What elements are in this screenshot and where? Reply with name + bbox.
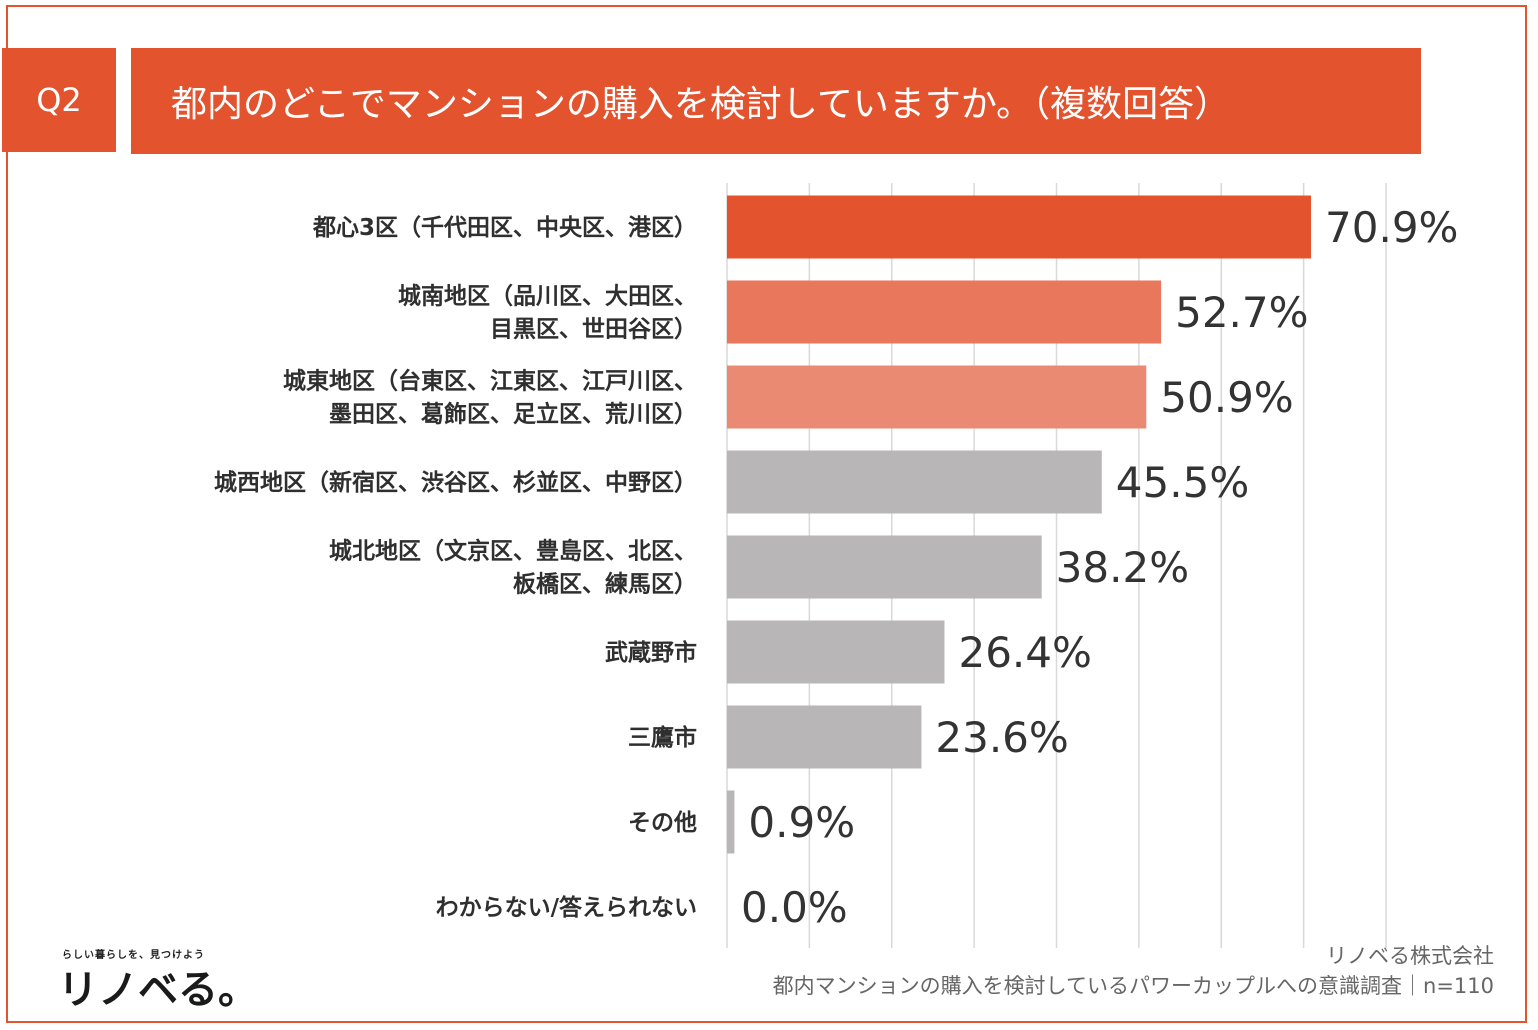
data-label: 45.5%	[1116, 458, 1249, 507]
source-survey: 都内マンションの購入を検討しているパワーカップルへの意識調査｜n=110	[772, 974, 1494, 998]
data-label: 38.2%	[1056, 543, 1189, 592]
category-label: 目黒区、世田谷区）	[490, 316, 697, 343]
category-label: 城西地区（新宿区、渋谷区、杉並区、中野区）	[214, 469, 697, 496]
category-label: 武蔵野市	[605, 639, 697, 666]
data-label: 70.9%	[1325, 203, 1458, 252]
source-company: リノベる株式会社	[1326, 944, 1494, 968]
category-label: 城東地区（台東区、江東区、江戸川区、	[283, 368, 697, 395]
bar	[727, 705, 922, 769]
data-label: 0.0%	[741, 883, 848, 932]
question-number-badge: Q2	[2, 48, 116, 152]
bar	[727, 535, 1042, 599]
data-label: 52.7%	[1175, 288, 1308, 337]
bar	[727, 620, 945, 684]
category-label: その他	[628, 810, 697, 836]
data-label: 50.9%	[1160, 373, 1293, 422]
data-label: 0.9%	[748, 798, 855, 847]
logo-tagline: らしい暮らしを、見つけよう	[62, 950, 205, 961]
category-label: 板橋区、練馬区）	[513, 571, 697, 598]
category-label: 都心3区（千代田区、中央区、港区）	[312, 214, 697, 241]
bar	[727, 365, 1147, 429]
category-label: 城北地区（文京区、豊島区、北区、	[329, 538, 697, 565]
bar	[727, 280, 1162, 344]
bar	[727, 195, 1312, 259]
brand-logo: リノベる。	[58, 967, 258, 1013]
category-label: 城南地区（品川区、大田区、	[398, 283, 697, 310]
bar	[727, 450, 1102, 514]
chart-frame	[6, 5, 1527, 1023]
data-label: 26.4%	[958, 628, 1091, 677]
category-label: わからない/答えられない	[436, 894, 697, 921]
bar	[727, 790, 735, 854]
data-label: 23.6%	[935, 713, 1068, 762]
category-label: 墨田区、葛飾区、足立区、荒川区）	[329, 401, 697, 428]
question-title: 都内のどこでマンションの購入を検討していますか。（複数回答）	[131, 48, 1421, 154]
category-label: 三鷹市	[628, 724, 697, 751]
